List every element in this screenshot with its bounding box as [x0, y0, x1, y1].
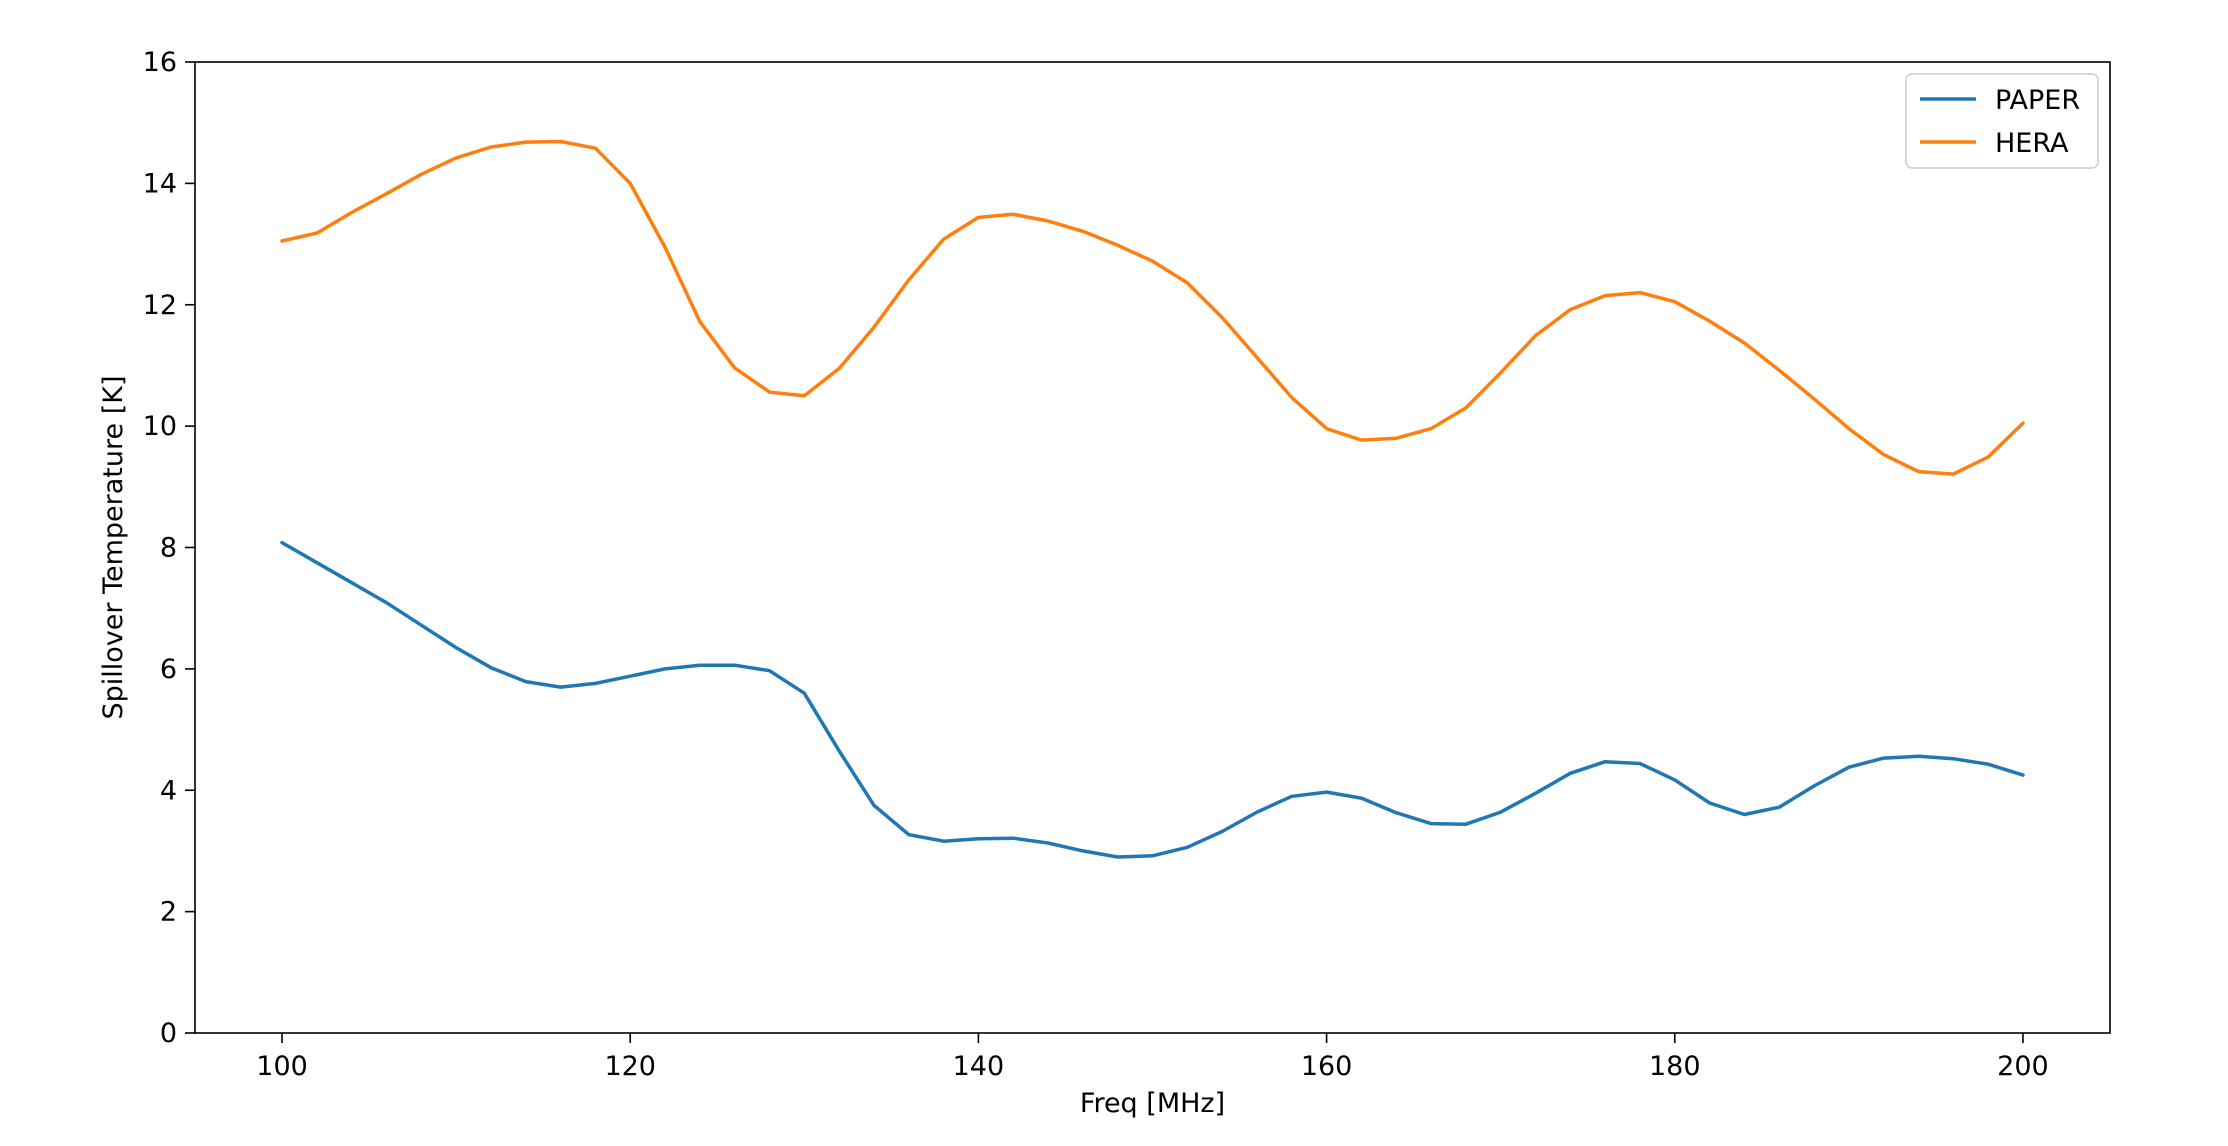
y-tick-label: 12: [143, 290, 177, 321]
y-tick-label: 2: [160, 897, 177, 928]
y-tick-label: 14: [143, 168, 177, 199]
y-tick-label: 4: [160, 775, 177, 806]
y-axis: 0 2 4 6 8 10 12 14 16: [143, 47, 195, 1049]
legend-label-paper: PAPER: [1995, 85, 2080, 116]
x-tick-label: 160: [1301, 1051, 1353, 1082]
y-tick-label: 10: [143, 411, 177, 442]
x-axis: 100 120 140 160 180 200: [256, 1033, 2049, 1082]
y-tick-label: 0: [160, 1018, 177, 1049]
x-tick-label: 120: [604, 1051, 656, 1082]
legend: PAPER HERA: [1905, 73, 2099, 169]
plot-area: [194, 61, 2111, 1034]
y-tick-label: 6: [160, 654, 177, 685]
axes-frame: [194, 61, 2111, 1034]
x-tick-label: 180: [1649, 1051, 1701, 1082]
legend-label-hera: HERA: [1995, 128, 2069, 159]
series-line-hera: [280, 139, 2025, 476]
x-tick-label: 200: [1997, 1051, 2049, 1082]
y-axis-title: Spillover Temperature [K]: [98, 376, 129, 720]
series-line-paper: [280, 540, 2025, 859]
y-tick-label: 16: [143, 47, 177, 78]
x-tick-label: 140: [953, 1051, 1005, 1082]
y-tick-label: 8: [160, 533, 177, 564]
x-axis-title: Freq [MHz]: [1080, 1088, 1225, 1119]
x-tick-label: 100: [256, 1051, 308, 1082]
